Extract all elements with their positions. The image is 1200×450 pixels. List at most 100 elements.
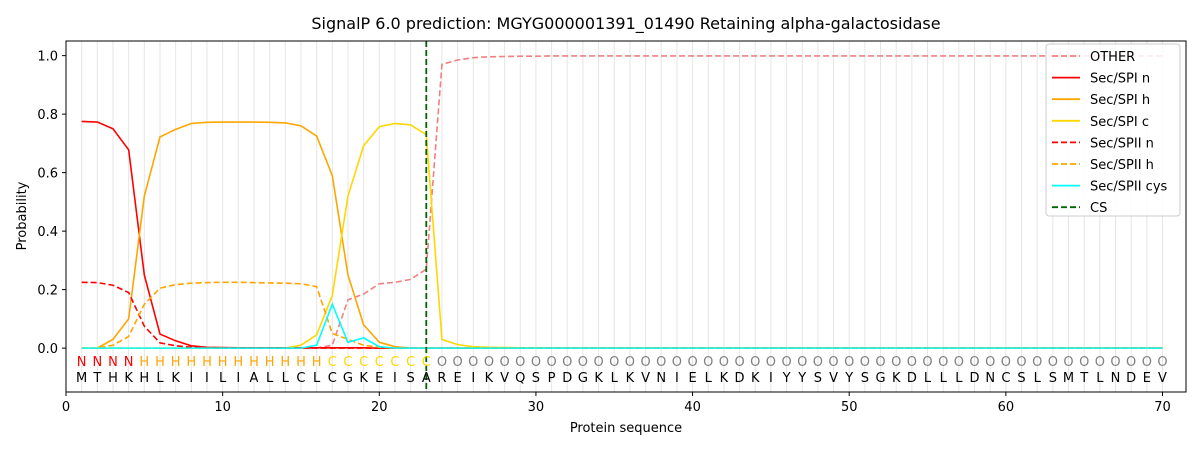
region-label: O [750, 355, 760, 370]
region-label: O [828, 355, 838, 370]
region-label: O [954, 355, 964, 370]
legend-label: OTHER [1090, 50, 1135, 65]
region-label: O [640, 355, 650, 370]
region-label: O [609, 355, 619, 370]
region-label: H [202, 355, 212, 370]
residue-label: K [171, 371, 180, 386]
y-tick-label: 0.6 [37, 167, 58, 182]
residue-label: L [1096, 371, 1104, 386]
residue-label: A [250, 371, 259, 386]
region-label: H [249, 355, 259, 370]
residue-label: I [393, 371, 397, 386]
region-label: O [703, 355, 713, 370]
region-label: C [422, 355, 431, 370]
residue-label: E [688, 371, 696, 386]
region-label: O [766, 355, 776, 370]
residue-label: R [437, 371, 446, 386]
residue-label: K [892, 371, 901, 386]
region-label: O [985, 355, 995, 370]
region-label: C [375, 355, 384, 370]
region-label: O [781, 355, 791, 370]
region-label: C [343, 355, 352, 370]
y-tick-label: 1.0 [37, 50, 58, 65]
region-label: N [108, 355, 118, 370]
residue-label: I [189, 371, 193, 386]
region-label: O [907, 355, 917, 370]
residue-label: N [1111, 371, 1121, 386]
residue-label: K [359, 371, 368, 386]
region-label: C [406, 355, 415, 370]
region-label: O [1142, 355, 1152, 370]
region-label: O [562, 355, 572, 370]
region-label: O [922, 355, 932, 370]
residue-label: V [1158, 371, 1167, 386]
legend-label: CS [1090, 201, 1107, 216]
region-label: O [484, 355, 494, 370]
residue-label: K [626, 371, 635, 386]
region-label: C [328, 355, 337, 370]
region-label: O [468, 355, 478, 370]
region-label: C [390, 355, 399, 370]
region-label: O [515, 355, 525, 370]
residue-label: E [1143, 371, 1151, 386]
region-label: O [969, 355, 979, 370]
region-label: H [139, 355, 149, 370]
residue-label: V [500, 371, 509, 386]
y-tick-label: 0.0 [37, 342, 58, 357]
legend-label: Sec/SPI h [1090, 93, 1150, 108]
legend-label: Sec/SPII cys [1090, 180, 1168, 195]
region-label: H [280, 355, 290, 370]
residue-label: N [985, 371, 995, 386]
residue-label: D [970, 371, 980, 386]
region-label: O [860, 355, 870, 370]
residue-label: H [139, 371, 149, 386]
region-label: H [312, 355, 322, 370]
region-label: N [92, 355, 102, 370]
region-label: O [687, 355, 697, 370]
residue-label: V [641, 371, 650, 386]
y-tick-label: 0.4 [37, 225, 58, 240]
residue-label: A [422, 371, 431, 386]
residue-label: H [108, 371, 118, 386]
x-tick-label: 30 [528, 400, 545, 415]
region-label: O [1079, 355, 1089, 370]
residue-label: D [907, 371, 917, 386]
residue-label: C [1001, 371, 1010, 386]
region-label: O [1032, 355, 1042, 370]
residue-label: M [1063, 371, 1074, 386]
plot-frame [65, 40, 1187, 393]
residue-label: I [236, 371, 240, 386]
residue-label: T [1079, 371, 1088, 386]
region-label: O [891, 355, 901, 370]
series-lines [81, 55, 1163, 349]
legend: OTHER Sec/SPI n Sec/SPI h Sec/SPI c Sec/SPII… [1045, 43, 1181, 217]
residue-label: S [814, 371, 822, 386]
residue-label: S [532, 371, 540, 386]
x-tick-label: 50 [841, 400, 858, 415]
x-tick-label: 60 [998, 400, 1015, 415]
residue-label: I [205, 371, 209, 386]
residue-label: G [578, 371, 588, 386]
residue-label: C [328, 371, 337, 386]
region-label: O [734, 355, 744, 370]
region-label: O [1095, 355, 1105, 370]
residue-label: S [861, 371, 869, 386]
region-label: H [171, 355, 181, 370]
region-label: O [813, 355, 823, 370]
region-label: O [797, 355, 807, 370]
residue-label: E [375, 371, 383, 386]
legend-box [1045, 43, 1181, 217]
region-label: O [844, 355, 854, 370]
residue-label: K [720, 371, 729, 386]
residue-label: P [548, 371, 556, 386]
sequence-annotations: NMNTNHNKHHHLHKHIHIHLHIHAHLHLHCHLCCCGCKCE… [76, 355, 1168, 386]
residue-label: C [296, 371, 305, 386]
region-label: O [546, 355, 556, 370]
residue-label: K [751, 371, 760, 386]
region-label: N [124, 355, 134, 370]
residue-label: L [611, 371, 619, 386]
residue-label: E [453, 371, 461, 386]
region-label: O [672, 355, 682, 370]
y-tick-label: 0.8 [37, 108, 58, 123]
region-label: O [452, 355, 462, 370]
